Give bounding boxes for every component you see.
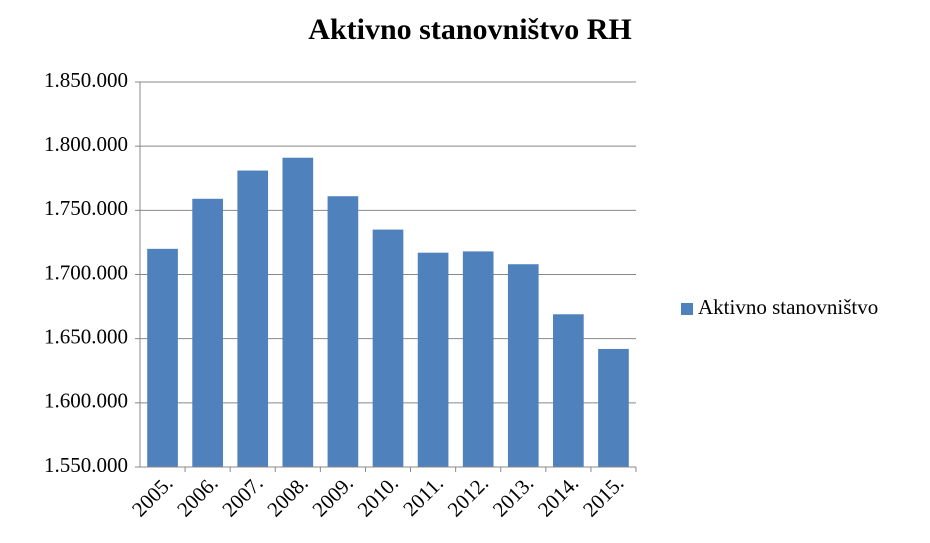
x-tick-label: 2011. <box>398 471 448 521</box>
y-tick-label: 1.650.000 <box>44 324 128 348</box>
bar <box>327 196 359 467</box>
x-tick-label: 2008. <box>262 471 312 521</box>
chart-title: Aktivno stanovništvo RH <box>308 13 631 46</box>
x-tick-label: 2005. <box>127 471 177 521</box>
x-tick-label: 2013. <box>488 471 538 521</box>
bar <box>462 251 494 467</box>
bar <box>147 248 178 467</box>
y-tick-label: 1.700.000 <box>44 260 128 284</box>
y-tick-label: 1.750.000 <box>44 196 128 220</box>
bar <box>417 252 449 467</box>
x-tick-label: 2012. <box>443 471 493 521</box>
bar <box>372 229 404 467</box>
x-tick-label: 2006. <box>172 471 222 521</box>
bar <box>507 264 539 467</box>
legend-swatch <box>681 303 693 315</box>
x-tick-label: 2007. <box>217 471 267 521</box>
bar <box>282 157 314 467</box>
x-tick-label: 2015. <box>578 471 628 521</box>
x-tick-label: 2009. <box>307 471 357 521</box>
bar <box>598 348 629 467</box>
y-tick-label: 1.800.000 <box>44 132 128 156</box>
bar <box>192 198 223 468</box>
legend-label: Aktivno stanovništvo <box>698 295 878 319</box>
bar <box>237 170 269 468</box>
x-tick-label: 2014. <box>533 471 583 521</box>
x-tick-label: 2010. <box>353 471 403 521</box>
y-tick-label: 1.550.000 <box>44 453 128 477</box>
y-tick-label: 1.850.000 <box>44 68 128 92</box>
bar <box>553 314 584 467</box>
y-tick-label: 1.600.000 <box>44 389 128 413</box>
